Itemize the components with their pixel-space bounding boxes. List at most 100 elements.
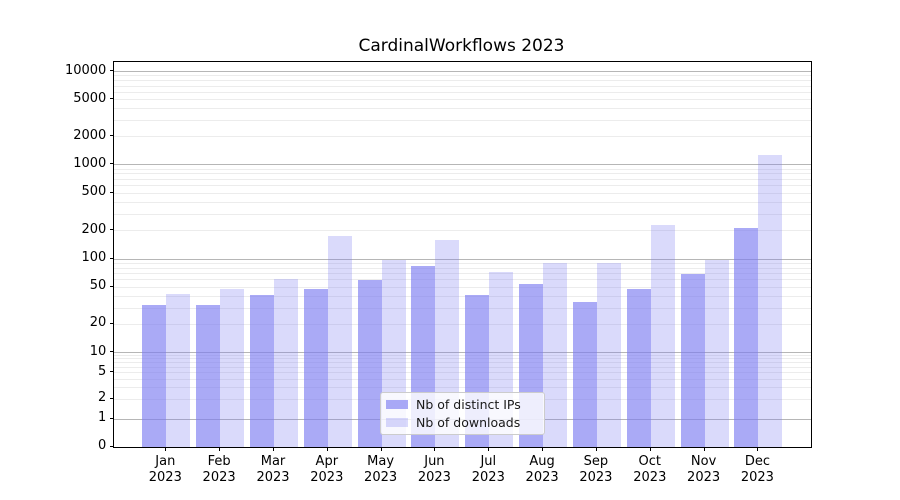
x-tick-label-sep-2023: Sep 2023 (579, 453, 613, 485)
bar-downloads-dec (758, 154, 783, 447)
bar-downloads-jan (166, 293, 191, 447)
plot-area (113, 60, 812, 448)
bar-distinct-ips-nov (680, 274, 705, 447)
minor-gridline (114, 185, 811, 187)
x-tick-label-may-2023: May 2023 (364, 453, 398, 485)
minor-gridline (114, 307, 811, 309)
bar-downloads-feb (220, 288, 245, 447)
y-tickmark (109, 285, 114, 287)
minor-gridline (114, 273, 811, 275)
y-tickmark (109, 70, 114, 71)
minor-gridline (114, 99, 811, 101)
minor-gridline (114, 213, 811, 215)
y-tickmark (109, 417, 114, 419)
bar-downloads-oct (650, 224, 675, 447)
major-gridline (114, 71, 811, 72)
x-tickmark (326, 447, 328, 451)
y-tickmark (109, 257, 114, 259)
minor-gridline (114, 286, 811, 288)
y-tickmark (109, 371, 114, 373)
minor-gridline (114, 201, 811, 203)
y-tick-label-10: 10 (89, 343, 107, 359)
y-tickmark (109, 322, 114, 324)
minor-gridline (114, 366, 811, 368)
major-gridline (114, 164, 811, 166)
minor-gridline (114, 267, 811, 269)
y-tick-label-2000: 2000 (73, 127, 107, 143)
y-tick-label-50: 50 (89, 278, 107, 294)
legend-swatch-downloads (386, 418, 408, 427)
bars-layer (114, 62, 811, 447)
bar-distinct-ips-mar (249, 294, 274, 447)
x-tickmark (542, 447, 544, 451)
x-tickmark (649, 447, 651, 451)
x-tickmark (380, 447, 382, 451)
y-tickmark (109, 163, 114, 165)
minor-gridline (114, 119, 811, 121)
x-tickmark (219, 447, 221, 451)
minor-gridline (114, 178, 811, 180)
minor-gridline (114, 295, 811, 297)
legend-label-downloads: Nb of downloads (416, 414, 521, 430)
legend: Nb of distinct IPs Nb of downloads (380, 392, 545, 435)
bar-downloads-mar (273, 279, 298, 447)
minor-gridline (114, 108, 811, 110)
minor-gridline (114, 355, 811, 356)
x-tickmark (595, 447, 597, 451)
bar-distinct-ips-dec (734, 228, 759, 447)
bar-distinct-ips-jan (142, 304, 167, 447)
gridlines-layer (114, 62, 811, 447)
bar-downloads-apr (327, 236, 352, 447)
bar-downloads-aug (543, 263, 568, 447)
minor-gridline (114, 323, 811, 325)
minor-gridline (114, 85, 811, 87)
y-tick-label-5000: 5000 (73, 90, 107, 106)
y-tick-label-500: 500 (81, 184, 107, 200)
bar-distinct-ips-may (357, 280, 382, 447)
bar-distinct-ips-apr (303, 289, 328, 447)
y-tick-label-100: 100 (81, 250, 107, 266)
x-tick-label-mar-2023: Mar 2023 (256, 453, 290, 485)
x-tickmark (757, 447, 759, 451)
bar-distinct-ips-feb (196, 304, 221, 447)
x-tickmark (165, 447, 167, 451)
y-tick-label-2: 2 (98, 390, 107, 406)
minor-gridline (114, 230, 811, 232)
y-tickmark (109, 351, 114, 352)
y-tickmark (109, 445, 114, 447)
minor-gridline (114, 358, 811, 360)
minor-gridline (114, 263, 811, 264)
y-tick-label-200: 200 (81, 221, 107, 237)
minor-gridline (114, 362, 811, 364)
y-tick-label-1: 1 (98, 410, 107, 426)
bar-downloads-sep (596, 263, 621, 447)
minor-gridline (114, 279, 811, 281)
minor-gridline (114, 386, 811, 388)
y-tickmark (109, 135, 114, 137)
x-tick-label-dec-2023: Dec 2023 (740, 453, 774, 485)
minor-gridline (114, 173, 811, 175)
legend-label-distinct-ips: Nb of distinct IPs (416, 396, 521, 412)
bar-distinct-ips-sep (572, 302, 597, 447)
x-tick-label-apr-2023: Apr 2023 (310, 453, 344, 485)
x-tickmark (488, 447, 490, 451)
minor-gridline (114, 91, 811, 93)
x-tick-label-aug-2023: Aug 2023 (525, 453, 559, 485)
x-tick-label-feb-2023: Feb 2023 (202, 453, 236, 485)
y-tickmark (109, 191, 114, 193)
minor-gridline (114, 75, 811, 77)
x-tick-label-oct-2023: Oct 2023 (633, 453, 667, 485)
minor-gridline (114, 372, 811, 374)
y-tickmark (109, 98, 114, 100)
minor-gridline (114, 192, 811, 194)
y-tick-label-5: 5 (98, 363, 107, 379)
minor-gridline (114, 80, 811, 81)
x-tick-label-nov-2023: Nov 2023 (687, 453, 721, 485)
bar-distinct-ips-oct (626, 288, 651, 447)
x-tick-label-jan-2023: Jan 2023 (148, 453, 182, 485)
x-tickmark (434, 447, 436, 451)
legend-row-distinct-ips: Nb of distinct IPs (386, 396, 538, 412)
legend-row-downloads: Nb of downloads (386, 414, 538, 430)
x-tick-label-jun-2023: Jun 2023 (417, 453, 451, 485)
